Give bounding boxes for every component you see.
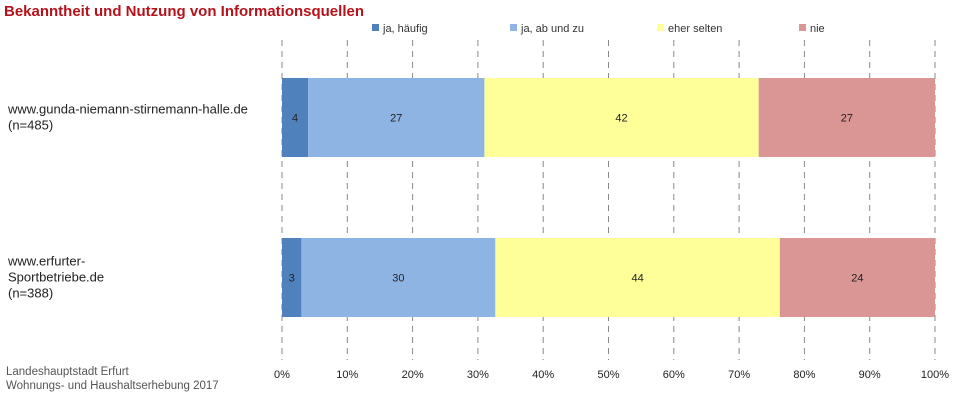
bar-segment (495, 238, 780, 317)
bar-segment (301, 238, 496, 317)
bar-segment (308, 78, 485, 157)
data-label: 30 (392, 273, 404, 285)
chart-title: Bekanntheit und Nutzung von Informations… (4, 3, 364, 20)
category-label: www.gunda-niemann-stirnemann-halle.de (7, 102, 248, 117)
bar-segment (758, 78, 935, 157)
bar-segment (282, 78, 309, 157)
data-label: 4 (292, 113, 298, 125)
legend-label: ja, häufig (382, 23, 428, 35)
category-label: (n=485) (8, 118, 53, 133)
legend-label: eher selten (668, 23, 722, 35)
x-tick-label: 100% (921, 369, 949, 381)
data-label: 27 (390, 113, 402, 125)
data-label: 3 (289, 273, 295, 285)
category-label: (n=388) (8, 286, 53, 301)
category-label: Sportbetriebe.de (8, 270, 104, 285)
category-label: www.erfurter- (7, 254, 85, 269)
x-tick-label: 60% (663, 369, 685, 381)
x-tick-label: 10% (336, 369, 358, 381)
legend-label: ja, ab und zu (520, 23, 584, 35)
data-label: 42 (615, 113, 627, 125)
bar-segment (282, 238, 302, 317)
x-tick-label: 90% (859, 369, 881, 381)
legend-swatch (799, 24, 806, 31)
x-axis-ticks: 0% 10% 20% 30% 40% 50% 60% 70% 80% 90% 100% (274, 369, 949, 381)
data-label: 27 (841, 113, 853, 125)
x-tick-label: 0% (274, 369, 290, 381)
x-tick-label: 80% (793, 369, 815, 381)
bar-segment (484, 78, 759, 157)
source-line-1: Landeshauptstadt Erfurt (6, 366, 130, 378)
legend-swatch (372, 24, 379, 31)
bars: 4 27 42 27 3 30 44 24 (282, 78, 935, 317)
x-tick-label: 20% (402, 369, 424, 381)
source-line-2: Wohnungs- und Haushaltserhebung 2017 (6, 380, 219, 392)
data-label: 24 (851, 273, 863, 285)
category-labels: www.gunda-niemann-stirnemann-halle.de(n=… (7, 102, 248, 301)
x-tick-label: 50% (597, 369, 619, 381)
legend-label: nie (810, 23, 825, 35)
data-label: 44 (631, 273, 643, 285)
x-tick-label: 70% (728, 369, 750, 381)
x-tick-label: 40% (532, 369, 554, 381)
legend: ja, häufig ja, ab und zu eher selten nie (372, 23, 825, 35)
legend-swatch (657, 24, 664, 31)
x-tick-label: 30% (467, 369, 489, 381)
bar-segment (779, 238, 935, 317)
legend-swatch (510, 24, 517, 31)
